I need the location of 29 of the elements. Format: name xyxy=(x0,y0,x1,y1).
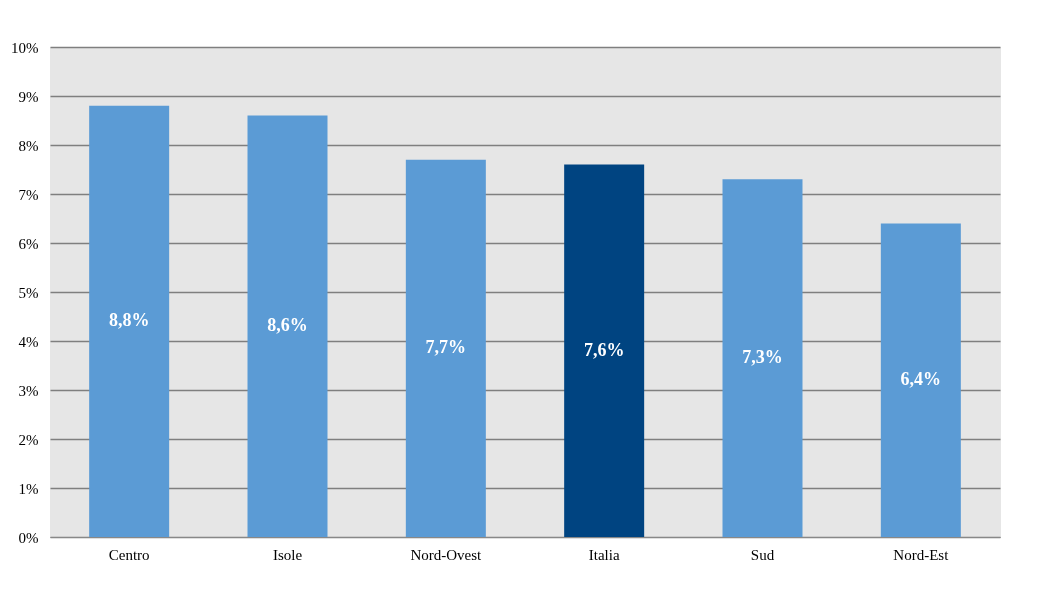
y-tick-label: 9% xyxy=(18,88,39,105)
x-tick-label: Italia xyxy=(588,546,620,563)
x-tick-label: Centro xyxy=(108,546,150,563)
y-tick-label: 0% xyxy=(18,529,39,546)
y-tick-label: 3% xyxy=(18,382,39,399)
data-label: 8,6% xyxy=(267,315,308,336)
x-tick-label: Nord-Ovest xyxy=(410,546,483,563)
bar xyxy=(722,179,803,537)
bar xyxy=(89,105,170,537)
bar xyxy=(247,115,328,537)
data-label: 7,3% xyxy=(742,347,783,368)
data-label: 6,4% xyxy=(900,369,942,390)
x-tick-label: Sud xyxy=(750,546,775,563)
y-tick-label: 2% xyxy=(18,431,39,448)
bar xyxy=(564,164,645,537)
y-tick-label: 10% xyxy=(11,39,39,56)
y-tick-label: 5% xyxy=(18,284,39,301)
y-tick-label: 8% xyxy=(18,137,39,154)
x-tick-label: Isole xyxy=(272,546,303,563)
data-label: 8,8% xyxy=(108,310,150,331)
y-tick-label: 6% xyxy=(18,235,39,252)
x-tick-label: Nord-Est xyxy=(893,546,950,563)
y-tick-label: 7% xyxy=(18,186,39,203)
bar xyxy=(405,159,486,537)
y-tick-label: 4% xyxy=(18,333,39,350)
y-tick-label: 1% xyxy=(18,480,39,497)
bar xyxy=(880,223,961,537)
data-label: 7,7% xyxy=(425,337,467,358)
data-label: 7,6% xyxy=(583,339,625,360)
